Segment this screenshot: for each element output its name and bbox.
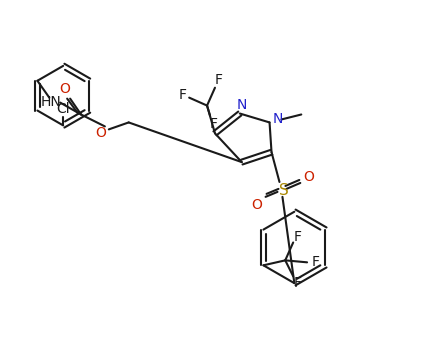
Text: S: S	[279, 184, 288, 198]
Text: HN: HN	[41, 94, 61, 109]
Text: Cl: Cl	[56, 102, 70, 115]
Text: F: F	[293, 230, 301, 244]
Text: O: O	[60, 82, 71, 96]
Text: N: N	[237, 98, 247, 111]
Text: F: F	[210, 118, 218, 131]
Text: F: F	[178, 88, 186, 102]
Text: O: O	[303, 170, 314, 184]
Text: N: N	[272, 113, 283, 126]
Text: F: F	[215, 73, 223, 87]
Text: O: O	[251, 198, 262, 212]
Text: F: F	[293, 276, 301, 290]
Text: O: O	[95, 126, 106, 140]
Text: F: F	[312, 255, 320, 269]
